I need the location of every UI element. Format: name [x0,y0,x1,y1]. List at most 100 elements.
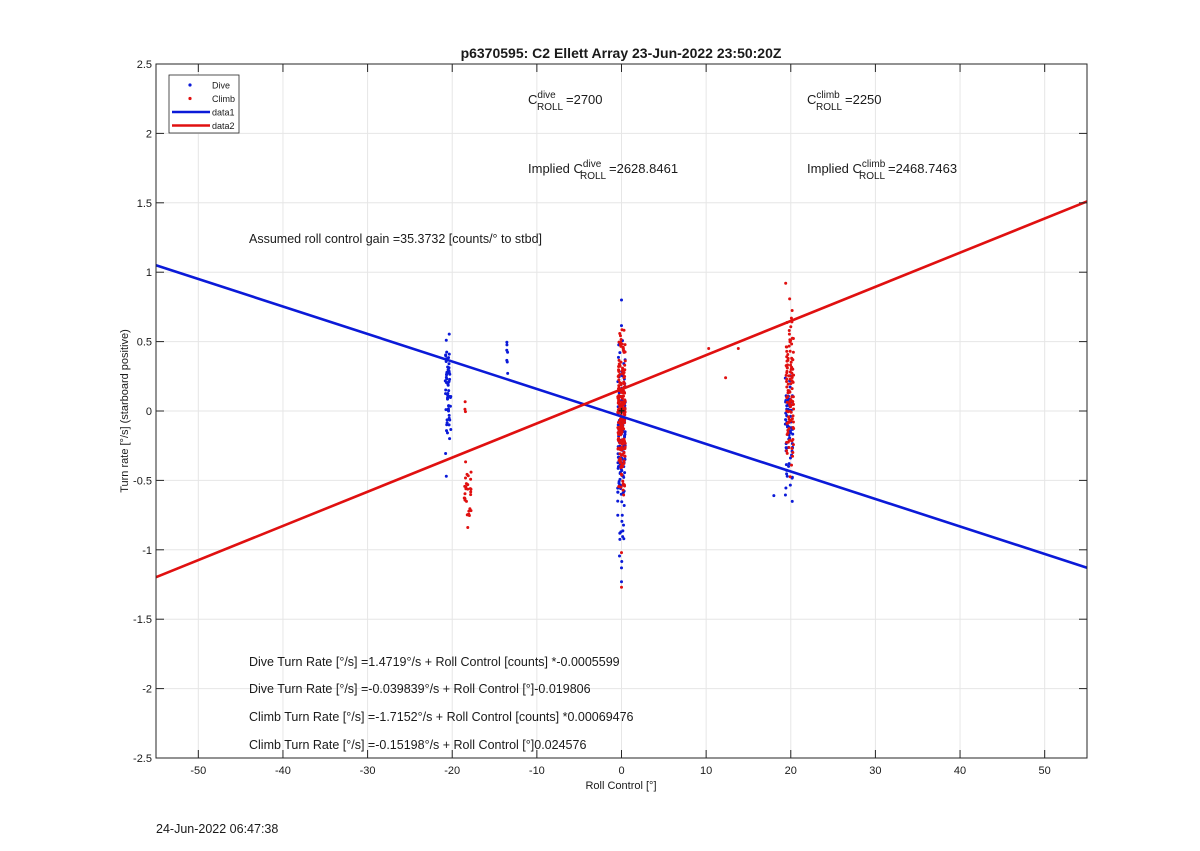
dive-point [784,446,788,450]
dive-point [787,464,791,468]
legend-label: Climb [212,94,235,104]
climb-point [622,437,626,441]
dive-point [618,477,622,481]
climb-point [791,451,795,455]
climb-point [618,334,622,338]
dive-point [445,421,449,425]
climb-point [791,395,795,399]
climb-point [787,446,791,450]
dive-point [784,418,788,422]
climb-point [617,446,621,450]
dive-point [447,389,451,393]
climb-point [785,365,789,369]
climb-point [787,374,791,378]
dive-point [445,350,449,354]
climb-point [619,390,623,394]
climb-point [617,410,621,414]
climb-point [622,427,626,431]
climb-point [619,440,623,444]
climb-point [790,336,794,340]
y-tick-label: 0 [146,406,152,418]
climb-point [789,316,793,320]
climb-point [621,366,625,370]
climb-point [785,400,789,404]
climb-point [619,431,623,435]
dive-point [617,481,621,485]
dive-point [447,332,451,336]
climb-point [791,350,795,354]
climb-point [622,382,626,386]
climb-point [469,470,473,474]
dive-point [447,413,451,417]
climb-point [617,378,621,382]
dive-point [447,404,451,408]
climb-point [791,400,795,404]
climb-point [791,414,795,418]
climb-point [619,338,623,342]
climb-point [786,353,790,357]
annotation-eq-dive-degrees: Dive Turn Rate [°/s] =-0.039839°/s + Rol… [249,682,591,696]
climb-point [623,407,627,411]
climb-point [469,477,473,481]
climb-point [785,440,789,444]
climb-point [792,373,796,377]
climb-point [788,438,792,442]
climb-point [791,454,795,458]
climb-point [790,342,794,346]
series-climb [462,281,796,589]
climb-point [784,281,788,285]
legend-label: Dive [212,81,230,91]
climb-point [790,375,794,379]
y-tick-label: 1.5 [137,198,152,210]
y-tick-labels: -2.5 -2 -1.5 -1 -0.5 0 0.5 1 1.5 2 2.5 [133,59,152,765]
climb-point [786,395,790,399]
climb-point [619,422,623,426]
climb-point [788,349,792,353]
climb-point [789,325,793,329]
annotation-c-dive: Cdive ROLL=2700 [528,90,603,113]
climb-point [463,407,467,411]
climb-point [616,375,620,379]
climb-point [616,408,620,412]
dive-point [506,350,510,354]
climb-point [792,427,796,431]
climb-point [469,490,473,494]
climb-point [621,394,625,398]
climb-point [617,484,621,488]
climb-point [785,371,789,375]
climb-point [707,347,711,351]
climb-point [463,484,467,488]
annotation-roll-gain: Assumed roll control gain =35.3732 [coun… [249,232,542,246]
dive-point [616,490,620,494]
annotation-eq-climb-degrees: Climb Turn Rate [°/s] =-0.15198°/s + Rol… [249,738,586,752]
x-tick-label: 0 [618,765,624,777]
climb-point [788,475,792,479]
legend-label: data2 [212,121,235,131]
dive-point [447,352,451,356]
climb-point [622,493,626,497]
climb-point [788,370,792,374]
climb-point [620,368,624,372]
climb-point [785,377,789,381]
climb-point [622,459,626,463]
dive-point [446,407,450,411]
dive-point [444,338,448,342]
climb-point [787,328,791,332]
dive-point [619,324,623,328]
dive-point [620,298,623,302]
climb-point [620,585,623,589]
dive-point [620,580,623,584]
climb-point [469,487,473,491]
legend-marker-climb [188,96,192,101]
climb-point [465,472,469,476]
climb-point [623,343,627,347]
dive-point [620,519,624,523]
annotation-implied-climb: Implied Cclimb ROLL=2468.7463 [807,159,957,182]
climb-point [787,415,791,419]
legend-label: data1 [212,108,235,118]
climb-point [787,344,791,348]
dive-point [616,466,620,470]
x-tick-label: -30 [360,765,376,777]
dive-point [447,356,451,360]
dive-point [620,500,624,504]
